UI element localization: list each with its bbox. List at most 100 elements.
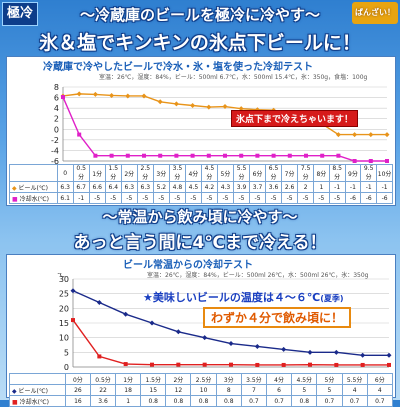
data-point-water [304, 153, 308, 158]
data-point-water [109, 153, 114, 158]
data-label: 0.7 [366, 395, 394, 407]
table-corner [9, 373, 66, 385]
x-tick-label: 0.5分 [72, 164, 90, 182]
data-point-beer [92, 91, 98, 97]
data-point-beer [307, 349, 313, 355]
y-tick-label: 30 [59, 275, 69, 284]
y-tick-label: 10 [59, 334, 69, 343]
annotation-below-freezing: 氷点下まで冷えちゃいます！ [231, 110, 359, 127]
data-label: 4.8 [168, 181, 186, 193]
x-tick-label: 7.5分 [297, 164, 315, 182]
data-label: 3.9 [232, 181, 251, 193]
data-point-water [158, 153, 163, 158]
x-tick-label: 4分 [184, 164, 202, 182]
data-label: 26 [64, 384, 91, 396]
y-tick-label: -2 [51, 136, 59, 145]
y-tick-label: 6 [54, 94, 59, 103]
data-point-water [308, 362, 312, 367]
data-point-water [360, 362, 365, 367]
data-label: -1 [72, 192, 90, 204]
x-tick-label: 5分 [316, 373, 343, 385]
data-label: 0.8 [291, 395, 318, 407]
x-tick-label: 9分 [344, 164, 362, 182]
data-point-water [142, 153, 146, 158]
x-tick-label: 2.5分 [190, 373, 217, 385]
data-point-beer [384, 132, 390, 138]
data-point-water [368, 159, 373, 163]
legend-entry: ■ 冷却水(℃) [9, 192, 58, 204]
data-label: -5 [152, 192, 170, 204]
data-label: 4 [366, 384, 394, 396]
legend-label: ビール(℃) [18, 387, 48, 395]
data-point-water [61, 95, 65, 100]
data-point-water [287, 153, 292, 158]
data-point-water [281, 362, 286, 367]
data-point-beer [76, 91, 82, 97]
x-tick-label: 5.5分 [341, 373, 368, 385]
x-tick-label: 2分 [165, 373, 192, 385]
chart-conditions-2: 室温：26℃，湿度：84%，ビール：500ml 26℃，水：500ml 26℃，… [147, 272, 369, 279]
data-point-beer [125, 93, 131, 99]
data-label: 6.1 [56, 192, 74, 204]
legend-marker: ◆ [12, 387, 19, 395]
data-point-beer [157, 99, 163, 105]
data-label: 4.2 [200, 181, 218, 193]
x-tick-label: 1.5分 [104, 164, 122, 182]
data-point-water [97, 354, 102, 359]
data-point-water [125, 153, 130, 158]
data-label: 0.8 [215, 395, 242, 407]
data-point-water [334, 362, 339, 367]
annotation-four-minutes: わずか４分で飲み頃に！ [203, 307, 352, 328]
data-point-water [271, 153, 276, 158]
data-point-water [93, 153, 98, 158]
headline2-top: ～常温から飲み頃に冷やす～ [102, 208, 298, 226]
y-tick-label: 2 [54, 115, 59, 124]
data-label: 15 [140, 384, 167, 396]
y-unit-label: ℃ [57, 273, 65, 279]
data-point-beer [228, 341, 234, 347]
data-label: 2 [297, 181, 315, 193]
data-label: -5 [297, 192, 315, 204]
legend-marker: ■ [12, 195, 20, 203]
data-point-beer [360, 352, 366, 358]
data-label: -5 [200, 192, 218, 204]
data-label: 22 [89, 384, 117, 396]
chart-2: 30 25 20 15 10 5 0 ℃ [57, 273, 392, 372]
data-point-beer [333, 349, 339, 355]
data-table-2: 0分 0.5分 1分 1.5分 2分 2.5分 3分 3.5分 4分 4.5分 5分 5.5分 6分 ◆ … [9, 373, 394, 407]
x-tick-label: 1分 [115, 373, 142, 385]
headline-sub: 氷＆塩でキンキンの氷点下ビールに！ [39, 32, 361, 54]
table-row: ■ 冷却水(℃) 6.1 -1 -5 -5 -5 -5 -5 -5 -5 -5 -5 -5 -5 -5 -5-… [9, 192, 393, 204]
data-label: 7 [240, 384, 268, 396]
data-label: 0.8 [140, 395, 167, 407]
data-label: 6 [265, 384, 293, 396]
data-label: 0.7 [240, 395, 268, 407]
data-label: -5 [184, 192, 202, 204]
data-label: -6 [360, 192, 378, 204]
annotation-ideal-temp-text: ★美味しいビールの温度は４～６℃ [143, 291, 321, 304]
y-tick-label: 15 [59, 319, 69, 328]
data-label: -5 [265, 192, 283, 204]
data-label: 0.8 [165, 395, 192, 407]
data-label: -1 [344, 181, 362, 193]
data-point-beer [238, 106, 244, 112]
data-point-water [255, 362, 260, 367]
data-point-water [150, 362, 154, 367]
data-point-beer [254, 343, 260, 349]
data-point-beer [109, 92, 115, 98]
data-label: 8 [215, 384, 242, 396]
data-point-water [202, 362, 207, 367]
y-tick-label: 25 [59, 290, 69, 299]
data-label: -1 [328, 181, 346, 193]
data-label: -5 [281, 192, 299, 204]
headline2-sub: あっと言う間に4℃まで冷える！ [73, 233, 327, 253]
data-label: -5 [313, 192, 330, 204]
data-label: 6.6 [88, 181, 106, 193]
annotation-ideal-temp-note: (夏季) [320, 294, 344, 303]
data-point-water [174, 153, 179, 158]
data-point-beer [222, 104, 228, 110]
x-tick-label: 0 [56, 164, 74, 182]
data-point-water [352, 159, 357, 163]
data-label: -1 [376, 181, 393, 193]
x-tick-label: 3分 [215, 373, 242, 385]
